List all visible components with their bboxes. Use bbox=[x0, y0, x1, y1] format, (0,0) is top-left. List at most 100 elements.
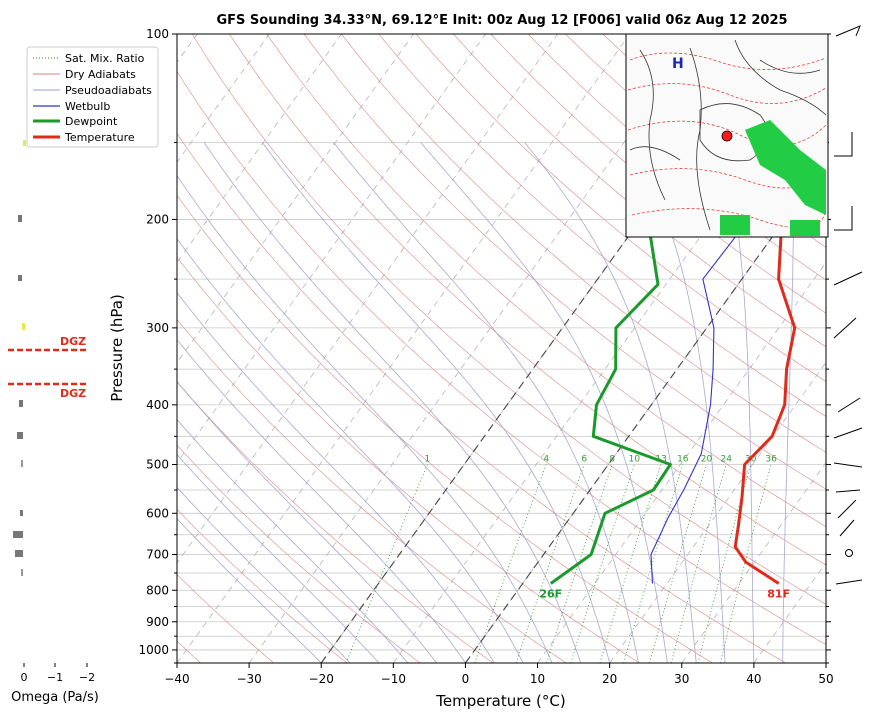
pseudoadiabat-line bbox=[524, 142, 697, 663]
pseudoadiabat-line bbox=[177, 339, 466, 663]
dgz-label-top: DGZ bbox=[60, 335, 86, 348]
mixing-ratio-line bbox=[623, 464, 684, 663]
x-tick-label: 0 bbox=[462, 672, 470, 686]
wind-barbs bbox=[833, 25, 863, 585]
isotherm-line bbox=[177, 34, 414, 364]
y-tick-label: 100 bbox=[146, 27, 169, 41]
inset-map-frame bbox=[625, 33, 829, 238]
omega-bar bbox=[21, 569, 23, 576]
dry-adiabat-line bbox=[177, 256, 640, 663]
y-tick-label: 400 bbox=[146, 398, 169, 412]
pseudoadiabat-line bbox=[177, 174, 553, 663]
dry-adiabat-line bbox=[177, 444, 421, 663]
y-tick-label: 300 bbox=[146, 321, 169, 335]
legend-label-mixing-ratio: Sat. Mix. Ratio bbox=[65, 52, 145, 65]
dry-adiabat-line bbox=[177, 194, 713, 663]
x-tick-label: −20 bbox=[309, 672, 334, 686]
mixing-ratio-label: 24 bbox=[720, 455, 732, 465]
mixing-ratio-line bbox=[649, 464, 707, 663]
mixing-ratio-line bbox=[515, 464, 585, 663]
dry-adiabat-line bbox=[303, 34, 826, 490]
x-tick-label: 20 bbox=[602, 672, 617, 686]
pseudoadiabat-line bbox=[177, 380, 437, 663]
omega-bar bbox=[21, 460, 23, 467]
mixing-ratio-label: 20 bbox=[701, 455, 713, 465]
dry-adiabat-line bbox=[378, 34, 826, 417]
isotherm-line bbox=[177, 34, 559, 564]
mixing-ratio-lines bbox=[345, 464, 772, 663]
surface-dewpoint-label: 26F bbox=[539, 588, 562, 601]
mixing-ratio-label: 8 bbox=[609, 455, 615, 465]
x-tick-label: 10 bbox=[530, 672, 545, 686]
surface-annotations: 81F 26F bbox=[539, 588, 790, 601]
legend-label-pseudoadiabats: Pseudoadiabats bbox=[65, 84, 152, 97]
y-tick-label: 600 bbox=[146, 506, 169, 520]
inset-map: H bbox=[625, 33, 829, 238]
mixing-ratio-labels: 1 4 6 8 10 13 16 20 24 30 36 bbox=[425, 455, 778, 465]
sounding-location-marker bbox=[721, 130, 733, 142]
wind-barb bbox=[833, 271, 863, 286]
y-tick-label: 1000 bbox=[138, 643, 169, 657]
isotherm-line bbox=[320, 34, 775, 663]
wetbulb-line bbox=[650, 219, 750, 584]
pseudoadiabat-line bbox=[632, 142, 726, 663]
omega-bar bbox=[18, 215, 22, 222]
omega-panel: DGZ DGZ 0 −1 −2 Omega (Pa/s) bbox=[8, 140, 99, 705]
y-tick-label: 800 bbox=[146, 583, 169, 597]
mixing-ratio-label: 16 bbox=[677, 455, 689, 465]
pseudoadiabat-line bbox=[177, 454, 380, 663]
pseudoadiabat-line bbox=[782, 142, 794, 663]
y-tick-label: 500 bbox=[146, 458, 169, 472]
mixing-ratio-line bbox=[599, 464, 662, 663]
pseudoadiabat-lines bbox=[177, 142, 794, 663]
isotherm-line bbox=[465, 161, 826, 663]
omega-tick-label: 0 bbox=[21, 671, 28, 684]
omega-tick-label: −1 bbox=[47, 671, 63, 684]
wind-barb bbox=[835, 579, 863, 585]
omega-bar bbox=[15, 550, 23, 557]
dry-adiabat-line bbox=[341, 34, 826, 453]
dry-adiabat-line bbox=[229, 34, 826, 566]
dgz-label-bottom: DGZ bbox=[60, 387, 86, 400]
pseudoadiabat-line bbox=[177, 291, 495, 663]
pseudoadiabat-line bbox=[177, 418, 409, 663]
isotherm-line bbox=[825, 662, 826, 663]
omega-bar bbox=[13, 531, 23, 538]
mixing-ratio-line bbox=[546, 464, 613, 663]
omega-tick-label: −2 bbox=[79, 671, 95, 684]
wind-barb bbox=[837, 499, 857, 519]
mixing-ratio-label: 6 bbox=[581, 455, 587, 465]
legend-label-temperature: Temperature bbox=[64, 131, 135, 144]
isotherm-line bbox=[177, 34, 631, 663]
mixing-ratio-label: 1 bbox=[425, 455, 431, 465]
y-axis-ticks: 100 200 300 400 500 600 700 800 900 1000 bbox=[138, 27, 831, 664]
wind-barb bbox=[834, 206, 853, 231]
inset-precip-shading bbox=[720, 120, 826, 236]
isotherm-line bbox=[177, 34, 486, 464]
chart-title: GFS Sounding 34.33°N, 69.12°E Init: 00z … bbox=[216, 13, 787, 28]
mixing-ratio-line bbox=[670, 464, 727, 663]
x-tick-label: −40 bbox=[164, 672, 189, 686]
isotherm-line bbox=[537, 261, 826, 663]
pseudoadiabat-line bbox=[333, 142, 639, 663]
dry-adiabat-line bbox=[191, 34, 826, 605]
x-tick-label: 50 bbox=[818, 672, 833, 686]
pseudoadiabat-line bbox=[262, 142, 611, 663]
x-axis-label: Temperature (°C) bbox=[435, 692, 565, 710]
legend-label-dry-adiabats: Dry Adiabats bbox=[65, 68, 136, 81]
y-tick-label: 200 bbox=[146, 212, 169, 226]
mixing-ratio-label: 10 bbox=[629, 455, 641, 465]
pseudoadiabat-line bbox=[722, 142, 755, 663]
mixing-ratio-line bbox=[697, 464, 752, 663]
surface-temp-label: 81F bbox=[767, 588, 790, 601]
dry-adiabat-line bbox=[177, 318, 567, 663]
dry-adiabat-line bbox=[177, 508, 348, 663]
dry-adiabat-line bbox=[453, 34, 826, 348]
x-tick-label: 40 bbox=[746, 672, 761, 686]
omega-bar bbox=[19, 400, 23, 407]
omega-bar bbox=[18, 275, 22, 281]
wind-barb bbox=[833, 462, 863, 468]
legend-label-wetbulb: Wetbulb bbox=[65, 100, 110, 113]
calm-wind-marker bbox=[845, 549, 853, 557]
pseudoadiabat-line bbox=[177, 518, 322, 663]
